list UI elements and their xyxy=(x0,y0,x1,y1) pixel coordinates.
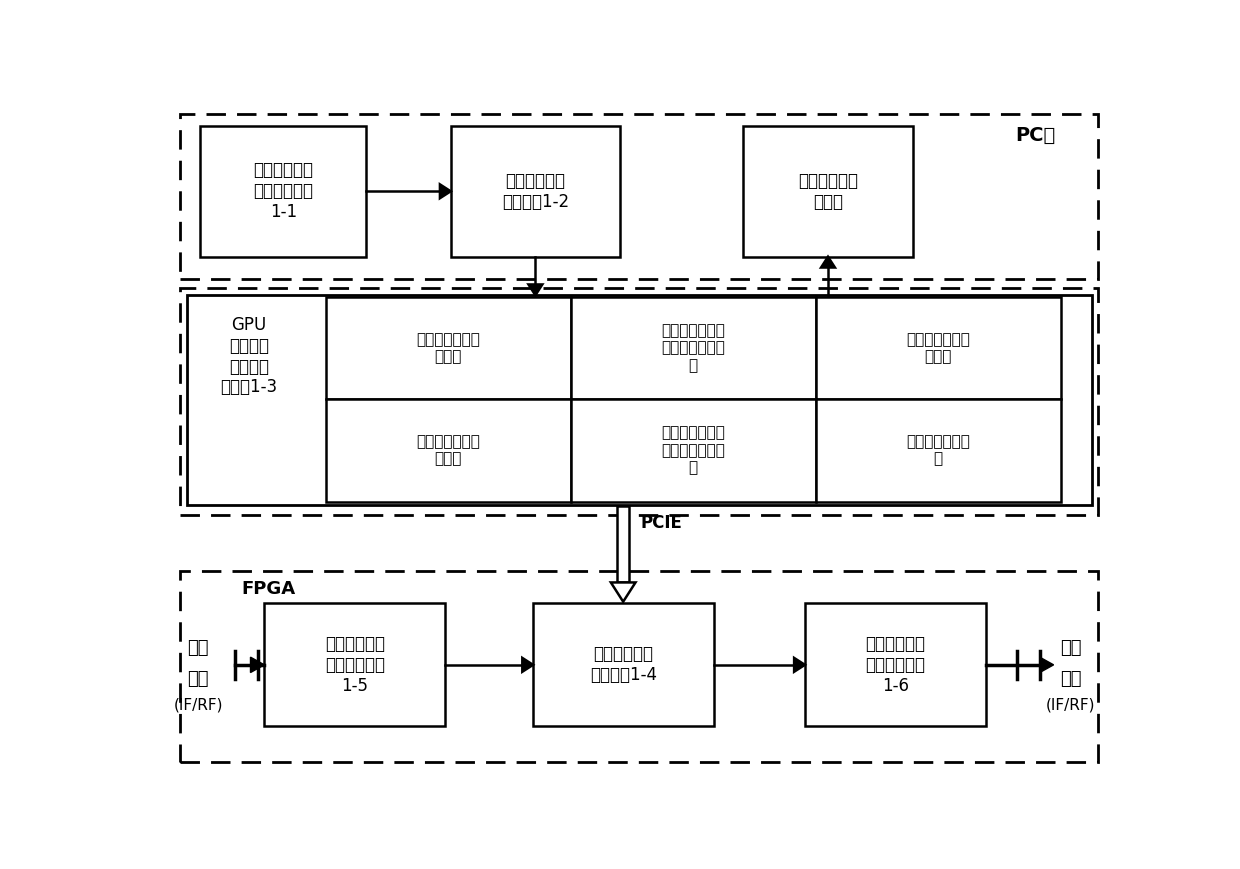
Text: PCIE: PCIE xyxy=(640,514,682,532)
Text: 无人机中继转发
节点接收信号模
型: 无人机中继转发 节点接收信号模 型 xyxy=(661,323,725,373)
Text: (IF/RF): (IF/RF) xyxy=(1045,698,1095,713)
Polygon shape xyxy=(250,657,264,673)
Polygon shape xyxy=(522,658,533,672)
Polygon shape xyxy=(794,658,805,672)
Text: FPGA: FPGA xyxy=(242,580,295,598)
Bar xyxy=(618,507,630,582)
Text: 输出: 输出 xyxy=(1060,670,1081,687)
Bar xyxy=(187,295,1092,505)
Text: (IF/RF): (IF/RF) xyxy=(174,698,223,713)
Bar xyxy=(450,126,620,256)
Text: 网络信道参数
估计单元1-2: 网络信道参数 估计单元1-2 xyxy=(502,172,569,210)
Text: 无人机中继接收
节点接收信号模
型: 无人机中继接收 节点接收信号模 型 xyxy=(661,426,725,475)
Text: 输入: 输入 xyxy=(187,670,208,687)
Text: 地面节点噪声模
型: 地面节点噪声模 型 xyxy=(906,434,970,467)
Polygon shape xyxy=(440,184,450,198)
Text: 网络信道组合
叠加单元1-4: 网络信道组合 叠加单元1-4 xyxy=(590,646,657,684)
Text: 信号: 信号 xyxy=(1060,639,1081,657)
Polygon shape xyxy=(528,284,542,295)
Bar xyxy=(201,126,366,256)
Bar xyxy=(180,114,1097,279)
Bar xyxy=(326,399,570,501)
Bar xyxy=(180,571,1097,762)
Bar xyxy=(180,288,1097,514)
Polygon shape xyxy=(821,256,835,268)
Text: 地面发射节点信
号模型: 地面发射节点信 号模型 xyxy=(417,332,480,364)
Bar xyxy=(533,603,714,726)
Text: 信道状态图形
化显示: 信道状态图形 化显示 xyxy=(799,172,858,210)
Bar xyxy=(264,603,445,726)
Text: 网络节点动态
拓扑输入单元
1-1: 网络节点动态 拓扑输入单元 1-1 xyxy=(253,162,314,221)
Bar xyxy=(805,603,986,726)
Bar xyxy=(743,126,913,256)
Bar xyxy=(816,297,1060,399)
Text: 网络节点接收
信号输出单元
1-6: 网络节点接收 信号输出单元 1-6 xyxy=(866,635,925,694)
Text: GPU
网络信道
建模及产
生单元1-3: GPU 网络信道 建模及产 生单元1-3 xyxy=(221,316,278,396)
Polygon shape xyxy=(1040,657,1054,673)
Polygon shape xyxy=(611,582,635,601)
Bar xyxy=(326,297,570,399)
Bar xyxy=(570,297,816,399)
Text: 信号: 信号 xyxy=(187,639,208,657)
Text: 地面节点干扰信
号模型: 地面节点干扰信 号模型 xyxy=(906,332,970,364)
Bar xyxy=(570,399,816,501)
Text: 网络节点发射
信号输入单元
1-5: 网络节点发射 信号输入单元 1-5 xyxy=(325,635,384,694)
Bar xyxy=(816,399,1060,501)
Text: 地面接收节点信
号模型: 地面接收节点信 号模型 xyxy=(417,434,480,467)
Text: PC机: PC机 xyxy=(1014,126,1055,145)
